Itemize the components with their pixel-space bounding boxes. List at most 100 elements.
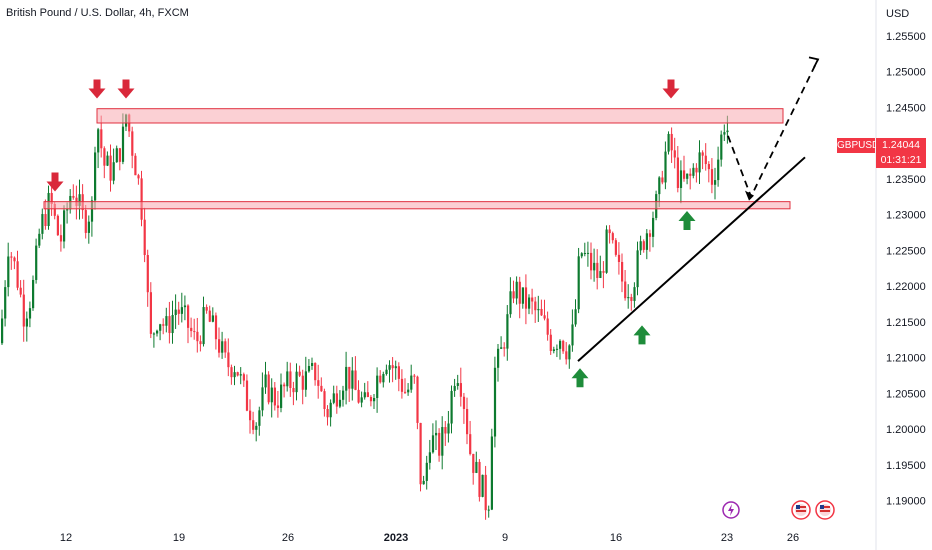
candle-body bbox=[503, 347, 506, 349]
candle-body bbox=[624, 281, 627, 299]
candle bbox=[118, 147, 121, 171]
candle-body bbox=[146, 255, 149, 293]
candle-body bbox=[28, 308, 32, 319]
candle bbox=[261, 372, 264, 417]
candle-body bbox=[723, 132, 726, 135]
candle bbox=[397, 362, 400, 392]
candle-body bbox=[568, 345, 571, 360]
candle-body bbox=[490, 436, 493, 510]
price-tick-label: 1.20000 bbox=[886, 424, 926, 436]
plot-area[interactable] bbox=[0, 0, 876, 522]
candle bbox=[528, 294, 531, 315]
candle-body bbox=[683, 170, 686, 179]
candle-body bbox=[484, 474, 487, 511]
up-arrow-marker[interactable] bbox=[678, 210, 696, 230]
candle-body bbox=[549, 334, 552, 351]
candle bbox=[146, 249, 149, 307]
plot-background[interactable] bbox=[0, 0, 876, 522]
symbol-price-label: GBPUSD bbox=[837, 138, 880, 153]
candle-body bbox=[25, 318, 28, 327]
candle-body bbox=[109, 155, 112, 181]
candle-body bbox=[35, 245, 38, 280]
candle bbox=[391, 357, 394, 383]
candle-body bbox=[627, 297, 630, 299]
candle bbox=[534, 296, 537, 323]
candle-body bbox=[524, 287, 528, 309]
time-axis[interactable]: 12 19 26 2023 9 16 23 26 bbox=[60, 532, 799, 544]
up-arrow-marker[interactable] bbox=[633, 325, 651, 345]
candle bbox=[683, 155, 686, 182]
candle-body bbox=[456, 383, 459, 386]
candle-body bbox=[103, 148, 106, 166]
candle-body bbox=[199, 341, 202, 345]
candle bbox=[630, 293, 633, 311]
candle-body bbox=[211, 315, 214, 322]
candle bbox=[320, 377, 323, 392]
candle-body bbox=[447, 423, 450, 434]
candle-body bbox=[559, 340, 562, 349]
candle bbox=[171, 300, 174, 344]
candle-body bbox=[416, 376, 419, 423]
candle-body bbox=[174, 309, 177, 316]
candle-body bbox=[652, 217, 655, 237]
candle-body bbox=[143, 219, 146, 256]
candle-body bbox=[63, 210, 66, 242]
price-tick-label: 1.19500 bbox=[886, 460, 926, 472]
candle bbox=[106, 151, 109, 167]
price-tick-label: 1.25000 bbox=[886, 67, 926, 79]
us-flag-event-icon[interactable] bbox=[791, 500, 811, 520]
down-arrow-marker[interactable] bbox=[117, 79, 135, 99]
candle-body bbox=[16, 261, 19, 288]
down-arrow-marker[interactable] bbox=[662, 79, 680, 99]
resistance-zone[interactable] bbox=[96, 108, 784, 124]
candle-body bbox=[32, 279, 35, 309]
candle bbox=[152, 332, 156, 348]
candle-body bbox=[118, 148, 121, 162]
flash-event-icon[interactable] bbox=[722, 501, 740, 519]
projection-arrowhead bbox=[808, 56, 820, 68]
event-badges[interactable] bbox=[722, 500, 835, 520]
candle bbox=[168, 301, 171, 344]
candle bbox=[648, 229, 652, 252]
candle bbox=[701, 150, 704, 170]
candle-body bbox=[611, 233, 614, 241]
candle bbox=[249, 399, 252, 434]
candle bbox=[112, 148, 115, 185]
candle-body bbox=[168, 316, 171, 334]
candle bbox=[292, 381, 295, 406]
candle-body bbox=[323, 391, 326, 409]
candle bbox=[466, 397, 469, 445]
candle-body bbox=[679, 170, 683, 188]
candle-body bbox=[422, 480, 425, 485]
candle bbox=[583, 242, 586, 257]
candle-body bbox=[94, 152, 97, 201]
candle bbox=[490, 428, 493, 511]
candle-body bbox=[357, 389, 360, 403]
price-axis[interactable]: 1.19000 1.19500 1.20000 1.20500 1.21000 1.215… bbox=[875, 0, 926, 550]
down-arrow-marker[interactable] bbox=[88, 79, 106, 99]
chart-title: British Pound / U.S. Dollar, 4h, FXCM bbox=[6, 7, 189, 19]
candle-body bbox=[428, 452, 431, 463]
candle bbox=[28, 301, 32, 328]
candle bbox=[559, 339, 562, 360]
up-arrow-marker[interactable] bbox=[571, 368, 589, 388]
candle-body bbox=[521, 287, 524, 304]
us-flag-event-icon[interactable] bbox=[815, 500, 835, 520]
drawings[interactable] bbox=[43, 56, 820, 388]
candle-body bbox=[509, 291, 512, 315]
trendline[interactable] bbox=[577, 156, 806, 362]
candle bbox=[382, 371, 385, 388]
candle-body bbox=[537, 308, 540, 311]
down-arrow-marker[interactable] bbox=[46, 172, 64, 192]
support-zone[interactable] bbox=[43, 201, 791, 210]
candle bbox=[645, 229, 648, 260]
candle bbox=[459, 367, 462, 407]
candle bbox=[695, 163, 698, 183]
candle-body bbox=[112, 162, 115, 181]
candle bbox=[286, 361, 289, 392]
candle bbox=[568, 344, 571, 369]
candle-body bbox=[363, 392, 366, 398]
candle bbox=[190, 317, 193, 338]
